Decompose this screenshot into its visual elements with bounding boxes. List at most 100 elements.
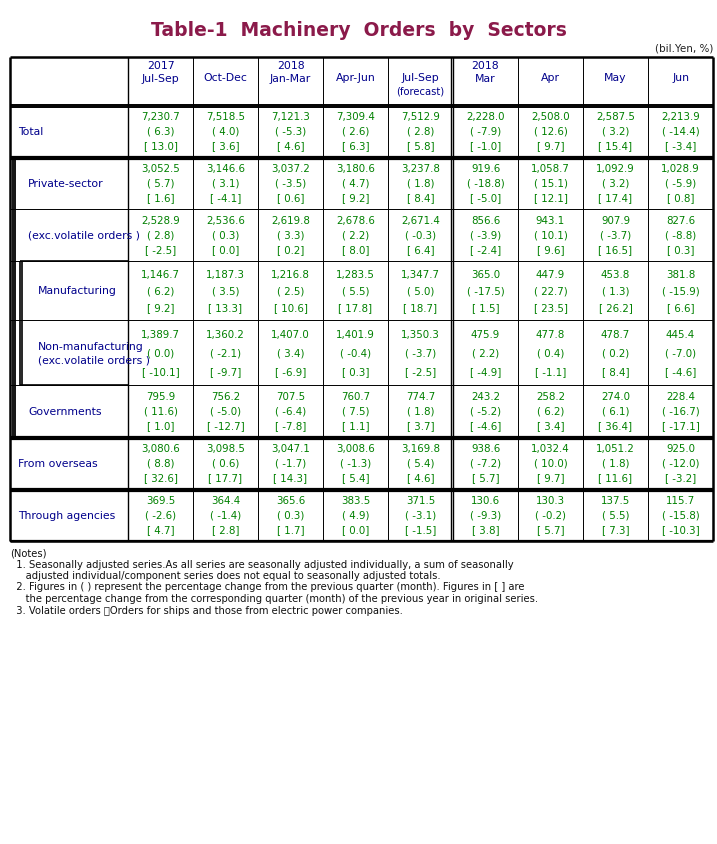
Text: [ -1.0]: [ -1.0] <box>470 142 501 151</box>
Text: [ 11.6]: [ 11.6] <box>599 473 632 483</box>
Text: ( 6.2): ( 6.2) <box>147 286 174 296</box>
Text: [ 3.8]: [ 3.8] <box>472 525 499 535</box>
Text: adjusted individual/component series does not equal to seasonally adjusted total: adjusted individual/component series doe… <box>10 571 441 581</box>
Text: 365.0: 365.0 <box>471 270 500 279</box>
Text: ( -0.4): ( -0.4) <box>340 348 371 358</box>
Text: 760.7: 760.7 <box>341 392 370 402</box>
Text: 2018: 2018 <box>472 61 499 71</box>
Text: [ 32.6]: [ 32.6] <box>143 473 178 483</box>
Text: 943.1: 943.1 <box>536 216 565 226</box>
Text: 365.6: 365.6 <box>276 496 305 506</box>
Text: [ 13.0]: [ 13.0] <box>143 142 178 151</box>
Text: ( -1.4): ( -1.4) <box>210 511 241 521</box>
Text: ( -7.0): ( -7.0) <box>665 348 696 358</box>
Text: Private-sector: Private-sector <box>28 179 104 189</box>
Text: ( 0.3): ( 0.3) <box>277 511 304 521</box>
Text: 2. Figures in ( ) represent the percentage change from the previous quarter (mon: 2. Figures in ( ) represent the percenta… <box>10 582 525 592</box>
Text: 2,508.0: 2,508.0 <box>531 112 570 122</box>
Text: [ 8.4]: [ 8.4] <box>407 193 435 203</box>
Text: 478.7: 478.7 <box>601 330 630 340</box>
Text: 3,037.2: 3,037.2 <box>271 165 310 174</box>
Text: ( 6.2): ( 6.2) <box>537 407 564 416</box>
Text: 1,032.4: 1,032.4 <box>531 444 570 454</box>
Text: 3,169.8: 3,169.8 <box>401 444 440 454</box>
Text: ( 0.3): ( 0.3) <box>212 230 239 241</box>
Text: [ 3.7]: [ 3.7] <box>407 421 435 431</box>
Text: 1,058.7: 1,058.7 <box>531 165 570 174</box>
Text: Mar: Mar <box>475 74 496 84</box>
Text: [ 15.4]: [ 15.4] <box>599 142 632 151</box>
Text: 1,401.9: 1,401.9 <box>336 330 375 340</box>
Text: Apr: Apr <box>541 73 560 83</box>
Text: 364.4: 364.4 <box>211 496 240 506</box>
Text: ( 3.2): ( 3.2) <box>602 179 630 189</box>
Text: [ 6.3]: [ 6.3] <box>342 142 369 151</box>
Text: ( 5.0): ( 5.0) <box>407 286 435 296</box>
Text: ( 1.3): ( 1.3) <box>602 286 630 296</box>
Text: [ 6.6]: [ 6.6] <box>667 303 694 312</box>
Text: [ 6.4]: [ 6.4] <box>407 246 435 255</box>
Text: 137.5: 137.5 <box>601 496 630 506</box>
Text: 3,052.5: 3,052.5 <box>141 165 180 174</box>
Text: [ -10.3]: [ -10.3] <box>662 525 699 535</box>
Text: [ 1.1]: [ 1.1] <box>342 421 369 431</box>
Text: ( 2.5): ( 2.5) <box>277 286 304 296</box>
Text: [ 0.2]: [ 0.2] <box>277 246 304 255</box>
Text: 2018: 2018 <box>277 61 304 71</box>
Text: [ 2.8]: [ 2.8] <box>212 525 239 535</box>
Text: 477.8: 477.8 <box>536 330 565 340</box>
Text: ( 0.6): ( 0.6) <box>212 458 239 468</box>
Text: 2,678.6: 2,678.6 <box>336 216 375 226</box>
Text: ( 6.1): ( 6.1) <box>602 407 630 416</box>
Text: [ -4.6]: [ -4.6] <box>470 421 501 431</box>
Text: ( 4.9): ( 4.9) <box>342 511 369 521</box>
Text: (exc.volatile orders ): (exc.volatile orders ) <box>28 230 140 241</box>
Text: ( -0.3): ( -0.3) <box>405 230 436 241</box>
Text: [ -4.1]: [ -4.1] <box>210 193 241 203</box>
Text: [ 0.6]: [ 0.6] <box>277 193 304 203</box>
Text: [ -3.4]: [ -3.4] <box>665 142 696 151</box>
Text: 1,092.9: 1,092.9 <box>596 165 635 174</box>
Text: [ -10.1]: [ -10.1] <box>142 366 179 376</box>
Text: [ 8.4]: [ 8.4] <box>602 366 630 376</box>
Text: 2,671.4: 2,671.4 <box>401 216 440 226</box>
Text: [ -12.7]: [ -12.7] <box>206 421 244 431</box>
Text: ( 2.2): ( 2.2) <box>472 348 499 358</box>
Text: [ 23.5]: [ 23.5] <box>533 303 567 312</box>
Text: [ 4.7]: [ 4.7] <box>147 525 174 535</box>
Text: ( 2.8): ( 2.8) <box>407 127 435 137</box>
Text: ( 11.6): ( 11.6) <box>143 407 178 416</box>
Text: ( -14.4): ( -14.4) <box>662 127 699 137</box>
Text: ( 22.7): ( 22.7) <box>533 286 567 296</box>
Text: ( -5.9): ( -5.9) <box>665 179 696 189</box>
Text: [ 12.1]: [ 12.1] <box>533 193 567 203</box>
Text: 1,283.5: 1,283.5 <box>336 270 375 279</box>
Text: 856.6: 856.6 <box>471 216 500 226</box>
Text: ( 5.5): ( 5.5) <box>342 286 369 296</box>
Text: ( -0.2): ( -0.2) <box>535 511 566 521</box>
Text: 243.2: 243.2 <box>471 392 500 402</box>
Text: [ 0.3]: [ 0.3] <box>667 246 694 255</box>
Text: ( 3.5): ( 3.5) <box>212 286 239 296</box>
Text: Non-manufacturing: Non-manufacturing <box>38 342 143 352</box>
Text: ( -9.3): ( -9.3) <box>470 511 501 521</box>
Text: ( 3.2): ( 3.2) <box>602 127 630 137</box>
Text: 2,213.9: 2,213.9 <box>661 112 700 122</box>
Text: [ 9.6]: [ 9.6] <box>537 246 564 255</box>
Text: ( 5.7): ( 5.7) <box>147 179 174 189</box>
Text: 453.8: 453.8 <box>601 270 630 279</box>
Text: [ -6.9]: [ -6.9] <box>275 366 306 376</box>
Text: ( -17.5): ( -17.5) <box>467 286 504 296</box>
Text: 3,146.6: 3,146.6 <box>206 165 245 174</box>
Text: ( 15.1): ( 15.1) <box>533 179 567 189</box>
Text: May: May <box>604 73 627 83</box>
Text: ( -5.3): ( -5.3) <box>275 127 306 137</box>
Text: ( -7.9): ( -7.9) <box>470 127 501 137</box>
Text: Jan-Mar: Jan-Mar <box>270 74 311 84</box>
Text: Apr-Jun: Apr-Jun <box>336 73 376 83</box>
Text: [ 1.0]: [ 1.0] <box>147 421 174 431</box>
Text: ( 8.8): ( 8.8) <box>147 458 174 468</box>
Text: ( 0.4): ( 0.4) <box>537 348 564 358</box>
Text: 3,237.8: 3,237.8 <box>401 165 440 174</box>
Text: 3,047.1: 3,047.1 <box>271 444 310 454</box>
